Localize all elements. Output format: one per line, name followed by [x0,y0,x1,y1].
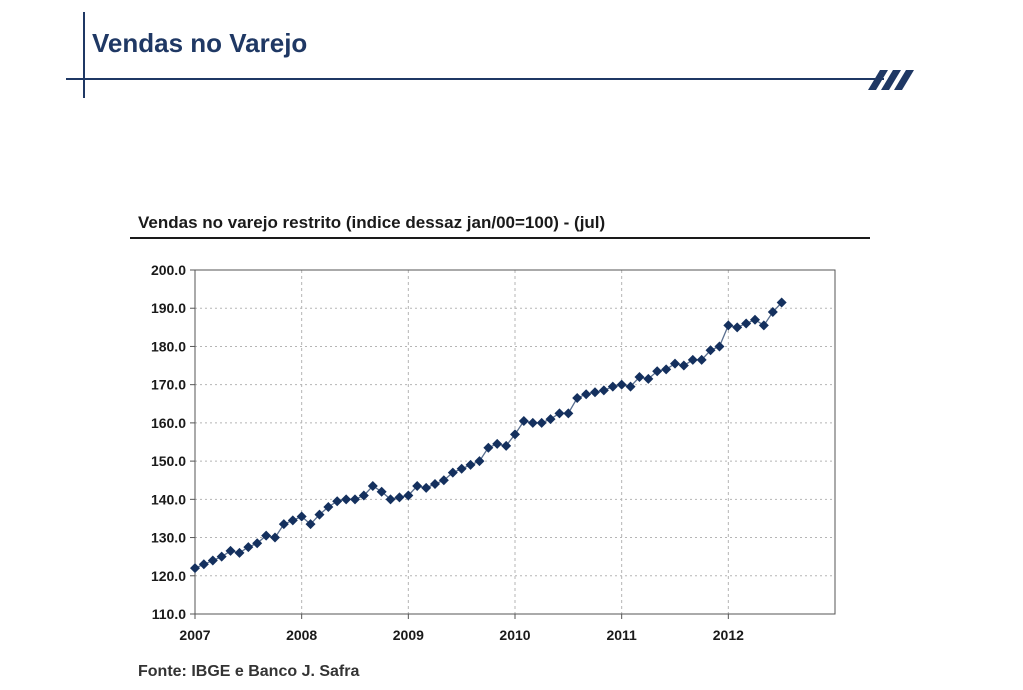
data-point [207,555,218,566]
series-layer [190,297,787,574]
y-tick-label: 120.0 [151,568,186,584]
x-tick-label: 2008 [286,627,317,643]
data-point [252,538,263,549]
data-point [225,545,236,556]
data-point [670,358,680,369]
data-point [314,509,325,520]
data-point [323,501,334,512]
data-point [705,345,716,356]
safra-logo-icon [868,70,914,90]
data-point [216,551,227,562]
data-point [607,381,618,392]
data-point [758,320,769,331]
data-point [430,479,440,490]
chart-title-rule [130,237,870,239]
data-point [741,318,752,329]
x-tick-label: 2012 [713,627,744,643]
chart-title: Vendas no varejo restrito (indice dessaz… [138,213,606,232]
data-point [394,492,405,503]
data-point [385,494,396,505]
data-point [661,364,672,375]
y-tick-label: 130.0 [151,530,186,546]
y-tick-label: 150.0 [151,453,186,469]
data-point [687,354,698,365]
data-point [376,486,387,497]
data-point [447,467,458,478]
data-point [367,480,378,491]
data-point [492,438,503,449]
data-point [412,480,423,491]
data-point [598,385,609,396]
data-point [510,429,520,440]
data-point [625,381,636,392]
data-point [652,366,663,377]
data-point [287,515,298,526]
slide-title: Vendas no Varejo [92,28,308,58]
x-tick-label: 2011 [606,627,637,643]
data-point [261,530,272,541]
data-point [590,387,600,398]
data-point [341,494,352,505]
data-point [305,519,316,530]
data-point [403,490,414,501]
data-point [421,482,432,493]
data-point [634,372,645,383]
axis-layer: 110.0 120.0 130.0 140.0 150.0 160.0 170.0 180.0… [151,262,744,643]
data-point [572,393,583,404]
x-tick-label: 2007 [179,627,210,643]
data-point [190,563,200,574]
data-point [732,322,743,333]
data-point [350,494,360,505]
data-point [438,475,449,486]
data-point [518,415,529,426]
data-point [234,547,245,558]
data-point [616,379,627,390]
data-point [474,456,485,467]
title-horizontal-rule [66,78,884,80]
data-point [456,463,467,474]
x-tick-label: 2009 [393,627,424,643]
data-point [278,519,289,530]
data-point [358,490,369,501]
data-point [714,341,725,352]
data-point [527,417,538,428]
data-point [536,417,547,428]
data-point [678,360,689,371]
source-note: Fonte: IBGE e Banco J. Safra [138,663,360,680]
data-point [243,542,254,553]
data-point [750,314,760,325]
data-point [581,389,592,400]
y-tick-label: 160.0 [151,415,186,431]
y-tick-label: 190.0 [151,300,186,316]
data-point [767,307,778,318]
data-point [563,408,574,419]
data-point [723,320,734,331]
y-tick-label: 140.0 [151,491,186,507]
y-tick-label: 110.0 [152,606,186,622]
data-point [776,297,787,308]
data-point [332,496,343,507]
title-vertical-rule [83,12,85,98]
data-point [483,442,494,453]
y-tick-label: 200.0 [151,262,186,278]
x-tick-label: 2010 [499,627,530,643]
grid-layer [195,270,835,614]
data-point [296,511,307,522]
plot-frame [194,269,836,615]
data-point [696,354,707,365]
y-tick-label: 170.0 [151,377,186,393]
data-point [501,440,512,451]
data-point [198,559,209,570]
data-point [545,414,556,425]
data-point [270,532,280,543]
data-point [643,373,654,384]
data-point [465,459,476,470]
y-tick-label: 180.0 [151,338,186,354]
data-point [554,408,565,419]
